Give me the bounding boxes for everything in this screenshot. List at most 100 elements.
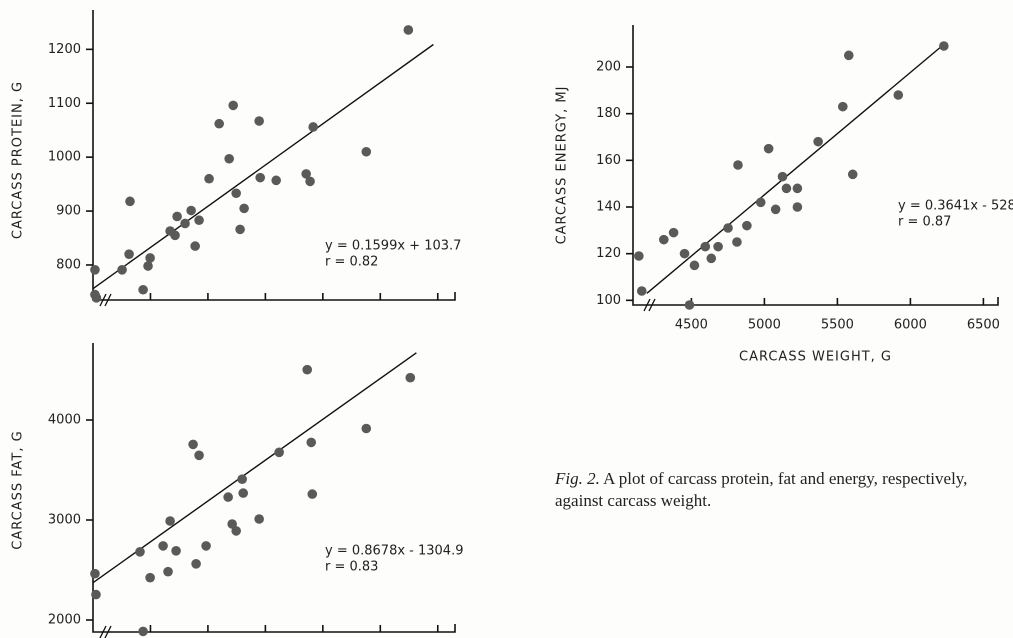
point — [659, 234, 669, 245]
point — [91, 589, 101, 600]
point — [843, 50, 854, 61]
point — [732, 237, 742, 247]
point — [305, 176, 315, 187]
point — [274, 447, 284, 458]
y-tick-label: 1200 — [48, 42, 81, 57]
point — [403, 25, 414, 35]
point — [302, 364, 313, 375]
point — [231, 188, 241, 199]
point — [254, 116, 264, 126]
point — [668, 227, 679, 238]
trend-line — [92, 352, 417, 584]
point — [689, 260, 700, 271]
trend-line — [646, 45, 943, 294]
point — [781, 183, 792, 194]
point — [190, 241, 200, 251]
annotation: r = 0.87 — [898, 215, 951, 230]
y-tick-label: 1100 — [48, 96, 81, 111]
point — [91, 293, 102, 303]
point — [847, 169, 858, 180]
point — [306, 437, 317, 448]
x-tick-label: 5500 — [821, 318, 854, 333]
point — [254, 514, 264, 524]
point — [145, 253, 155, 263]
point — [838, 101, 848, 112]
y-tick-label: 2000 — [48, 613, 81, 628]
point — [733, 160, 743, 170]
point — [255, 172, 266, 183]
point — [361, 423, 372, 434]
y-tick-label: 900 — [56, 204, 81, 219]
annotation: r = 0.83 — [325, 560, 378, 575]
point — [939, 41, 949, 51]
point — [223, 492, 233, 502]
trend-line — [92, 43, 434, 290]
point — [204, 173, 214, 184]
annotation: y = 0.3641x - 528.1 — [898, 199, 1013, 214]
point — [158, 541, 168, 551]
point — [180, 218, 190, 229]
point — [684, 300, 695, 310]
point — [792, 202, 803, 212]
point — [706, 253, 717, 264]
point — [271, 175, 281, 186]
x-tick-label: 4500 — [675, 318, 708, 333]
x-tick-label: 6000 — [894, 318, 927, 333]
annotation: y = 0.8678x - 1304.9 — [325, 544, 463, 559]
point — [361, 146, 372, 157]
point — [763, 143, 774, 154]
point — [170, 230, 180, 241]
point — [224, 153, 234, 164]
point — [172, 211, 182, 222]
point — [307, 489, 318, 499]
y-tick-label: 140 — [596, 200, 621, 215]
point — [201, 541, 211, 551]
point — [135, 547, 145, 557]
point — [125, 196, 135, 207]
point — [194, 450, 204, 461]
point — [792, 183, 803, 194]
point — [145, 572, 155, 583]
x-axis-label: CARCASS WEIGHT, G — [739, 350, 892, 365]
caption: Fig. 2. A plot of carcass protein, fat a… — [555, 468, 985, 512]
axes — [92, 343, 456, 633]
point — [117, 265, 127, 275]
point — [188, 439, 198, 450]
point — [770, 204, 781, 215]
point — [239, 203, 249, 214]
y-tick-label: 800 — [56, 257, 81, 272]
caption-label: Fig. 2. — [555, 469, 600, 488]
point — [700, 241, 711, 252]
point — [308, 122, 318, 132]
point — [138, 284, 148, 295]
point — [194, 215, 204, 226]
x-tick-label: 6500 — [967, 318, 1000, 333]
axis-breaks — [99, 293, 656, 638]
point — [143, 261, 153, 271]
point — [238, 488, 249, 498]
y-axis-label: CARCASS PROTEIN, G — [11, 81, 26, 239]
annotation: r = 0.82 — [325, 255, 378, 270]
y-axis-label: CARCASS ENERGY, MJ — [555, 86, 570, 245]
y-axis-label: CARCASS FAT, G — [11, 430, 26, 549]
point — [777, 171, 788, 182]
point — [214, 118, 224, 129]
point — [237, 474, 247, 485]
point — [713, 241, 723, 252]
axes — [632, 25, 999, 306]
point — [171, 546, 181, 556]
point — [163, 566, 173, 577]
y-tick-label: 160 — [596, 153, 621, 168]
annotation: y = 0.1599x + 103.7 — [325, 239, 461, 254]
point — [228, 100, 239, 111]
point — [124, 249, 134, 259]
point — [679, 248, 690, 259]
point — [813, 136, 823, 147]
point — [165, 516, 175, 526]
y-tick-label: 100 — [596, 293, 621, 308]
y-tick-label: 180 — [596, 106, 621, 121]
point — [893, 90, 904, 100]
x-tick-label: 5000 — [748, 318, 781, 333]
caption-text: A plot of carcass protein, fat and energ… — [555, 469, 968, 510]
